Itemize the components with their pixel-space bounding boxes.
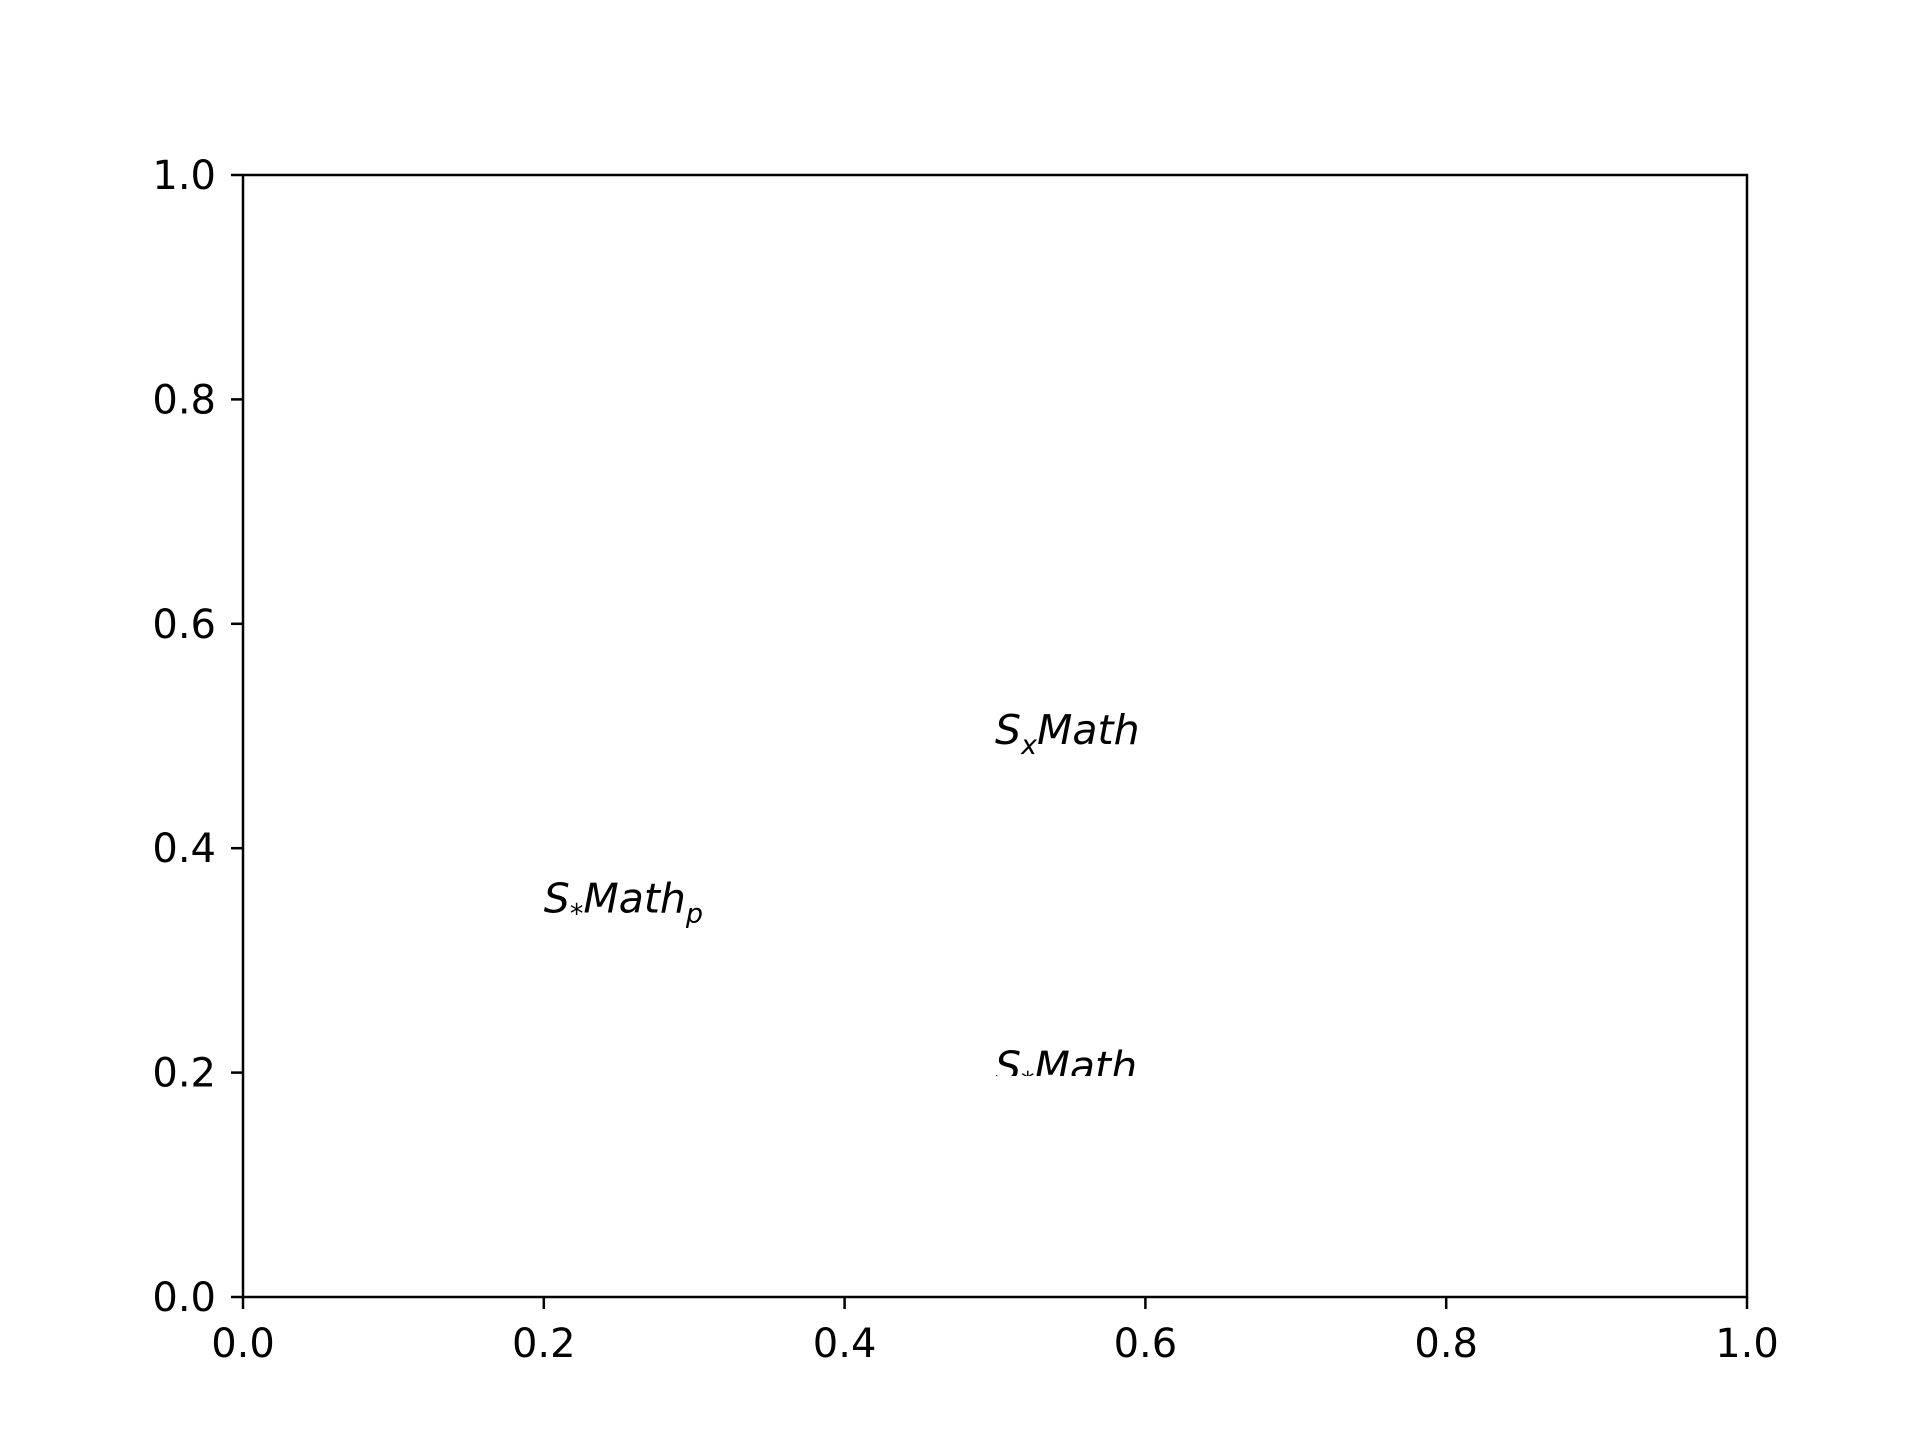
annotation-subscript: x: [1020, 730, 1038, 761]
annotation-main: Math: [1035, 1043, 1138, 1091]
annotation-base: S: [995, 1043, 1021, 1091]
x-tick-label: 0.0: [211, 1321, 275, 1367]
x-tick-label: 0.8: [1414, 1321, 1478, 1367]
x-tick-label: 1.0: [1715, 1321, 1779, 1367]
y-axis: 0.0 0.2 0.4 0.6 0.8 1.0: [152, 153, 243, 1321]
x-axis: 0.0 0.2 0.4 0.6 0.8 1.0: [211, 1297, 1779, 1367]
x-tick-label: 0.2: [512, 1321, 576, 1367]
plot-area: [243, 175, 1747, 1297]
y-tick-label: 0.4: [152, 826, 216, 872]
y-tick-label: 0.6: [152, 602, 216, 648]
y-tick-label: 0.8: [152, 377, 216, 423]
y-tick-label: 1.0: [152, 153, 216, 199]
annotation-subscript: *: [570, 898, 584, 929]
y-tick-label: 0.0: [152, 1275, 216, 1321]
annotation-text-2: S*Math: [995, 1043, 1137, 1098]
annotation-subscript-2: p: [685, 898, 703, 929]
annotation-base: S: [544, 874, 570, 922]
x-tick-label: 0.4: [813, 1321, 877, 1367]
annotation-text-0: SxMath: [995, 706, 1140, 761]
annotation-main: Math: [1037, 706, 1140, 754]
annotation-text-1: S*Mathp: [544, 874, 703, 929]
axes-frame: [241, 173, 1749, 1299]
annotation-base: S: [995, 706, 1021, 754]
y-tick-label: 0.2: [152, 1051, 216, 1097]
annotation-subscript: *: [1021, 1067, 1035, 1098]
x-tick-label: 0.6: [1114, 1321, 1178, 1367]
annotation-main: Math: [583, 874, 686, 922]
